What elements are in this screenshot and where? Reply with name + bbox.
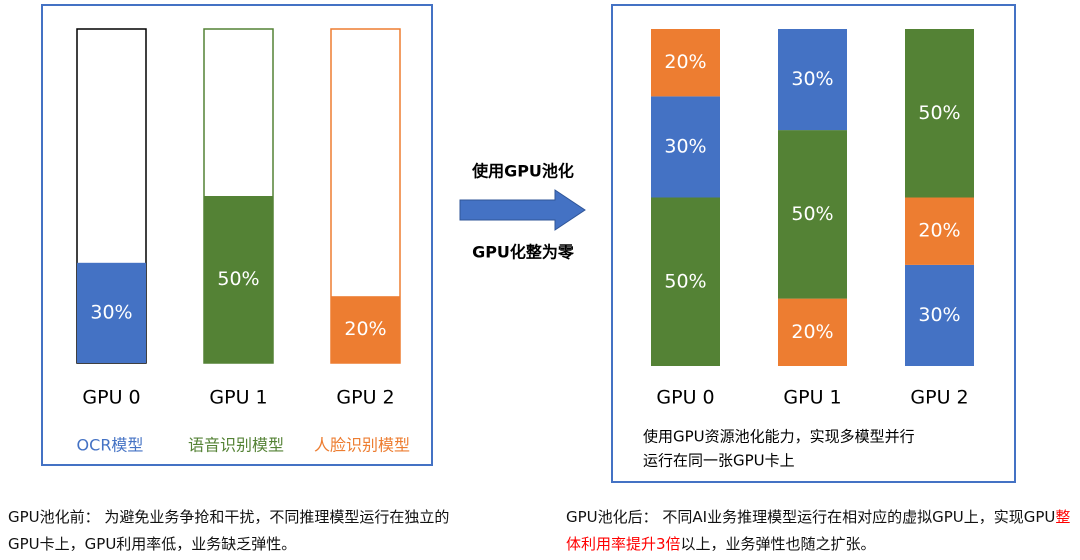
usage-segment (331, 296, 400, 363)
caption-text: GPU池化后： 不同AI业务推理模型运行在相对应的虚拟GPU上，实现GPU (566, 508, 1056, 526)
segment-label: 20% (918, 220, 960, 242)
arrow-top-text: 使用GPU池化 (471, 162, 574, 181)
usage-segment (905, 197, 974, 265)
usage-segment (651, 197, 720, 366)
usage-segment (651, 29, 720, 97)
segment-label: 20% (791, 321, 833, 343)
note-line: 运行在同一张GPU卡上 (643, 452, 795, 470)
segment-label: 50% (664, 270, 706, 292)
caption-highlight: 整体利用率提升3倍 (566, 508, 1071, 553)
usage-segment (77, 262, 146, 363)
caption-text: 以上，业务弹性也随之扩张。 (680, 535, 876, 553)
segment-label: 20% (344, 318, 386, 340)
usage-segment (905, 264, 974, 366)
legend-entry: 人脸识别模型 (314, 436, 410, 455)
left-caption: GPU池化前： 为避免业务争抢和干扰，不同推理模型运行在独立的GPU卡上，GPU… (8, 508, 450, 553)
arrow-bottom-text: GPU化整为零 (472, 243, 575, 262)
legend-entry: 语音识别模型 (188, 436, 284, 455)
segment-label: 30% (791, 68, 833, 90)
usage-segment (204, 196, 273, 363)
gpu-label: GPU 2 (910, 387, 968, 409)
segment-label: 20% (664, 51, 706, 73)
arrow (459, 189, 586, 231)
segment-label: 30% (918, 304, 960, 326)
left-panel-box (41, 4, 433, 466)
gpu-label: GPU 2 (336, 387, 394, 409)
usage-segment (778, 29, 847, 131)
segment-label: 50% (217, 268, 259, 290)
usage-segment (905, 29, 974, 198)
gpu-label: GPU 1 (783, 387, 841, 409)
note-line: 使用GPU资源池化能力，实现多模型并行 (643, 428, 915, 446)
right-caption: GPU池化后： 不同AI业务推理模型运行在相对应的虚拟GPU上，实现GPU整体利… (566, 504, 1076, 558)
segment-label: 50% (918, 102, 960, 124)
usage-segment (651, 96, 720, 198)
segment-label: 30% (90, 301, 132, 323)
legend-entry: OCR模型 (77, 436, 144, 455)
diagram: 使用GPU池化 GPU化整为零 使用GPU资源池化能力，实现多模型并行 运行在同… (41, 4, 1016, 483)
usage-segment (778, 298, 847, 366)
gpu-label: GPU 1 (209, 387, 267, 409)
gpu-label: GPU 0 (82, 387, 140, 409)
right-panel-box (611, 4, 1016, 483)
usage-segment (778, 130, 847, 299)
segment-label: 30% (664, 135, 706, 157)
gpu-label: GPU 0 (656, 387, 714, 409)
segment-label: 50% (791, 203, 833, 225)
